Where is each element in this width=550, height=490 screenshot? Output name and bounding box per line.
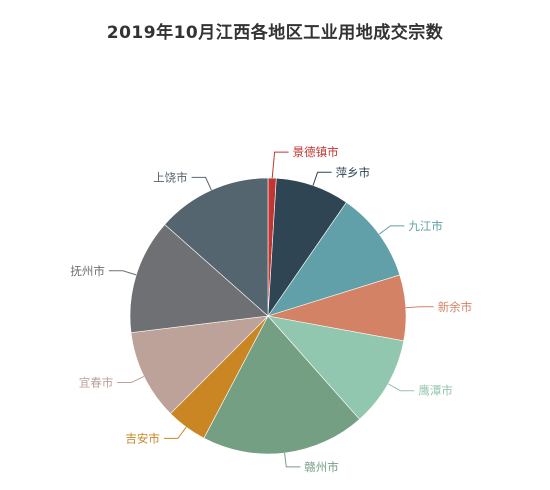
pie-slice-7[interactable] <box>130 315 269 415</box>
slice-label-3: 新余市 <box>438 300 473 314</box>
label-line-3 <box>405 306 434 309</box>
label-line-2 <box>378 225 405 235</box>
label-line-7 <box>117 375 145 383</box>
slice-label-2: 九江市 <box>408 219 443 233</box>
pie-slice-4[interactable] <box>267 315 405 420</box>
slice-label-6: 吉安市 <box>125 431 160 445</box>
label-line-8 <box>108 270 137 276</box>
chart-title: 2019年10月江西各地区工业用地成交宗数 <box>106 23 444 43</box>
slice-label-7: 宜春市 <box>79 376 114 390</box>
label-line-5 <box>284 452 301 468</box>
label-line-1 <box>312 171 332 186</box>
slice-label-9: 上饶市 <box>153 170 188 184</box>
slice-label-5: 赣州市 <box>304 460 339 474</box>
pie-slice-2[interactable] <box>267 202 401 317</box>
pie-slice-8[interactable] <box>129 224 269 333</box>
slice-label-8: 抚州市 <box>70 264 105 278</box>
pie-slice-5[interactable] <box>203 315 360 455</box>
slice-label-0: 景德镇市 <box>293 145 339 159</box>
label-line-9 <box>191 176 212 191</box>
label-line-4 <box>387 383 415 392</box>
label-line-0 <box>271 151 289 179</box>
slice-label-4: 鹰潭市 <box>418 384 453 398</box>
label-line-6 <box>163 426 187 439</box>
slice-label-1: 萍乡市 <box>336 165 371 179</box>
